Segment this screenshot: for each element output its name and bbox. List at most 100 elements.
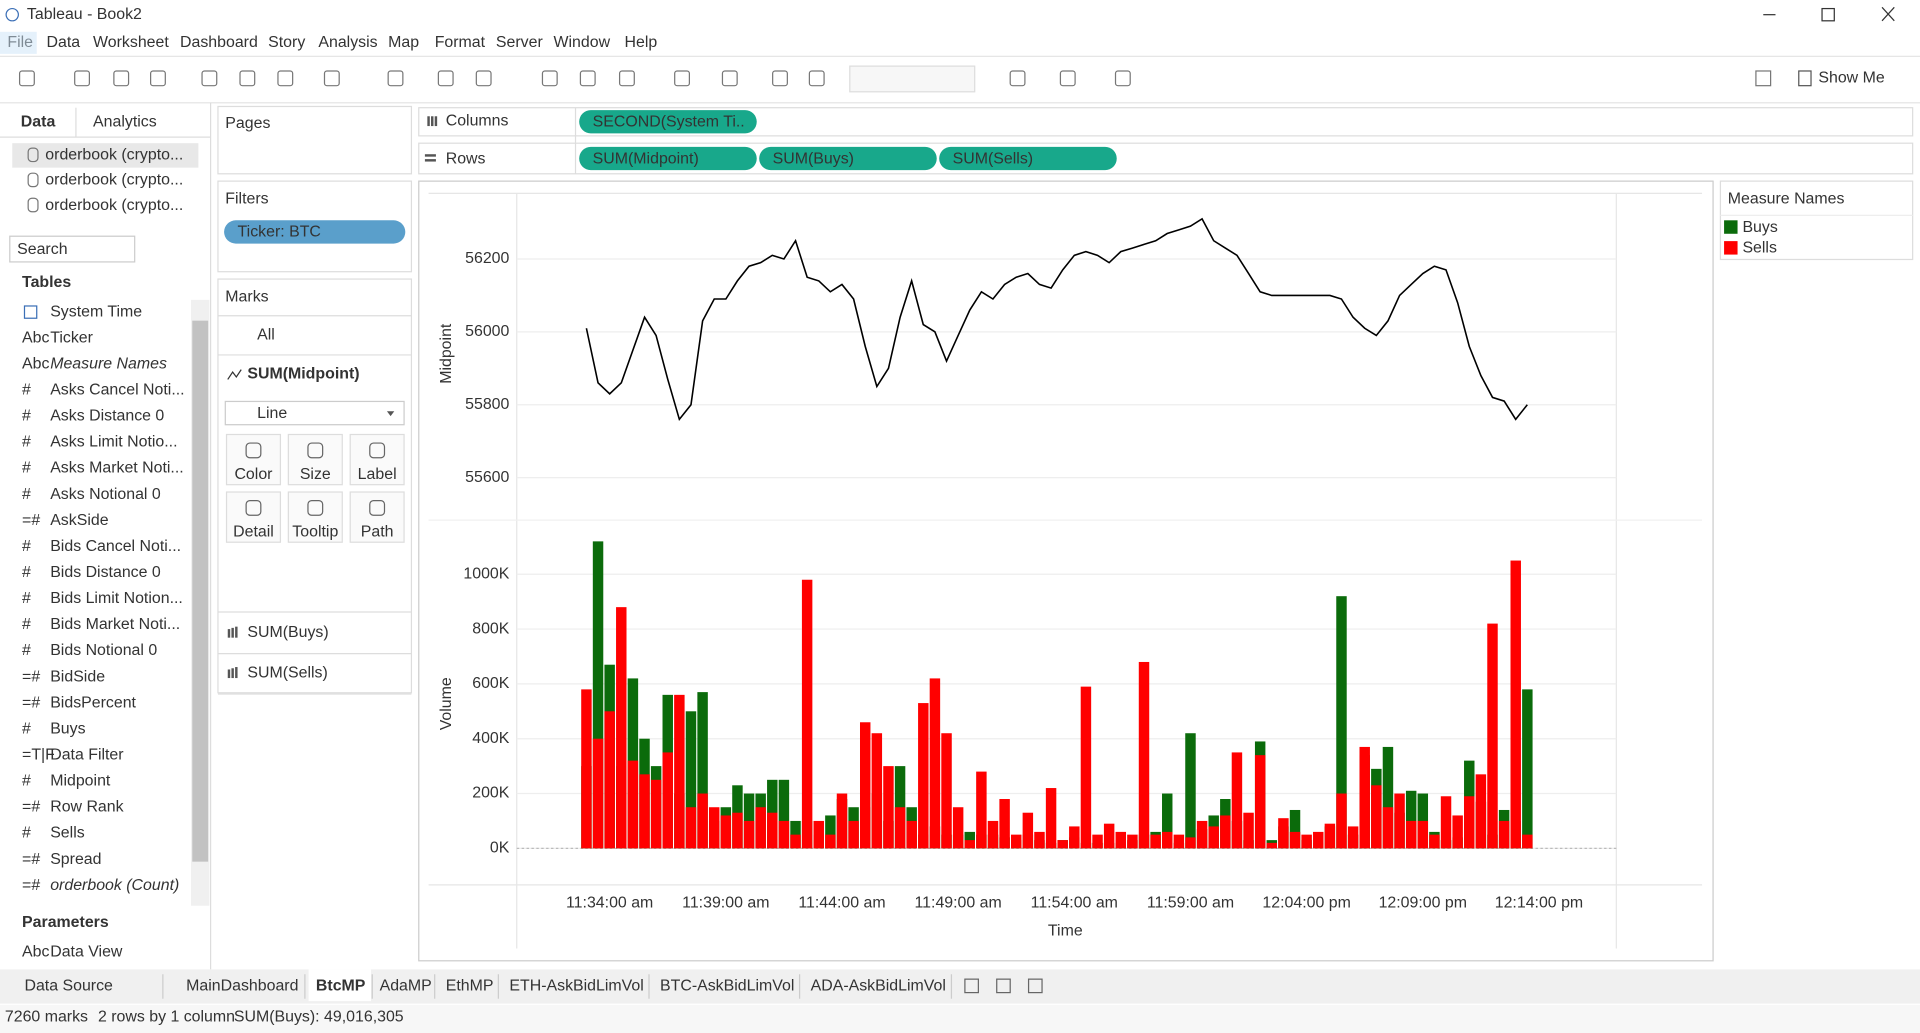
- bar: [1208, 826, 1219, 849]
- x-tick-label: 12:14:00 pm: [1495, 894, 1583, 911]
- bar: [685, 711, 697, 849]
- marks-button-label[interactable]: Detail: [233, 524, 274, 541]
- menu-item[interactable]: Map: [388, 34, 419, 51]
- bar: [1522, 689, 1533, 849]
- field-icon: =#: [22, 799, 40, 816]
- bar: [1336, 596, 1347, 849]
- filters-label: Filters: [225, 191, 268, 208]
- bar: [616, 607, 627, 849]
- x-tick-label: 12:04:00 pm: [1262, 894, 1350, 911]
- field[interactable]: Asks Cancel Noti...: [50, 382, 184, 399]
- field[interactable]: orderbook (Count): [50, 877, 179, 894]
- data-source[interactable]: orderbook (crypto...: [45, 197, 183, 214]
- bar: [1347, 826, 1359, 849]
- menu-item[interactable]: Window: [553, 34, 610, 51]
- shelf-pill-label[interactable]: SUM(Buys): [773, 150, 854, 167]
- field[interactable]: Bids Distance 0: [50, 564, 161, 581]
- field[interactable]: Asks Distance 0: [50, 408, 164, 425]
- marks-button-label[interactable]: Tooltip: [292, 524, 338, 541]
- data-source[interactable]: orderbook (crypto...: [45, 147, 183, 164]
- marks-button-label[interactable]: Label: [358, 466, 397, 483]
- field[interactable]: Data Filter: [50, 746, 124, 763]
- analytics-tab[interactable]: Analytics: [93, 114, 157, 131]
- field[interactable]: Bids Cancel Noti...: [50, 538, 181, 555]
- field[interactable]: Asks Market Noti...: [50, 460, 183, 477]
- bar: [1080, 686, 1092, 849]
- shelf-pill-label[interactable]: SUM(Sells): [953, 150, 1033, 167]
- filter-pill-label[interactable]: Ticker: BTC: [238, 224, 321, 241]
- bar-icon: [235, 626, 238, 638]
- sheet-tab[interactable]: ADA-AskBidLimVol: [811, 978, 946, 995]
- bar: [836, 793, 848, 849]
- field[interactable]: Sells: [50, 825, 85, 842]
- field[interactable]: Midpoint: [50, 773, 111, 790]
- sheet-tab[interactable]: BTC-AskBidLimVol: [660, 978, 794, 995]
- toolbar-button: [1755, 70, 1772, 87]
- status-text: 7260 marks: [5, 1008, 88, 1025]
- menu-highlight: [0, 31, 37, 54]
- field[interactable]: Row Rank: [50, 799, 123, 816]
- show-me-button[interactable]: Show Me: [1818, 70, 1884, 87]
- menu-item[interactable]: Server: [496, 34, 544, 51]
- sheet-tab[interactable]: AdaMP: [380, 978, 432, 995]
- field[interactable]: Asks Limit Notio...: [50, 434, 177, 451]
- data-source[interactable]: orderbook (crypto...: [45, 172, 183, 189]
- bar: [1057, 840, 1068, 849]
- marks-button-label[interactable]: Size: [300, 466, 331, 483]
- search-placeholder[interactable]: Search: [17, 241, 67, 258]
- field[interactable]: Bids Market Noti...: [50, 616, 180, 633]
- shelf-pill-label[interactable]: SUM(Midpoint): [593, 150, 699, 167]
- selected-source: [12, 143, 199, 168]
- menu-item[interactable]: Analysis: [318, 34, 377, 51]
- sheet-tab[interactable]: ETH-AskBidLimVol: [509, 978, 643, 995]
- toolbar-button: [618, 70, 635, 87]
- field-icon: #: [22, 825, 31, 842]
- bar: [929, 678, 941, 849]
- sheet-tab[interactable]: MainDashboard: [186, 978, 298, 995]
- parameter[interactable]: Data View: [50, 943, 123, 960]
- sheet-tab[interactable]: BtcMP: [316, 978, 366, 995]
- field[interactable]: BidsPercent: [50, 694, 136, 711]
- bar: [999, 799, 1010, 849]
- marks-button-icon: [307, 442, 324, 459]
- bar: [1220, 815, 1231, 849]
- menu-item[interactable]: Story: [268, 34, 305, 51]
- mark-type[interactable]: Line: [257, 405, 287, 422]
- bar: [976, 771, 987, 849]
- marks-all[interactable]: All: [257, 327, 275, 344]
- menu-item[interactable]: Format: [435, 34, 486, 51]
- field[interactable]: Bids Notional 0: [50, 642, 157, 659]
- source-icon: [27, 147, 39, 163]
- sheet-tab[interactable]: EthMP: [446, 978, 494, 995]
- field[interactable]: BidSide: [50, 668, 105, 685]
- legend-entry[interactable]: Buys: [1742, 219, 1777, 236]
- shelf-pill-label[interactable]: SECOND(System Ti..: [593, 114, 745, 131]
- marks-other[interactable]: SUM(Buys): [247, 624, 328, 641]
- data-tab[interactable]: Data: [21, 114, 56, 131]
- toolbar-button: [475, 70, 492, 87]
- marks-current[interactable]: SUM(Midpoint): [247, 366, 359, 383]
- field[interactable]: Bids Limit Notion...: [50, 590, 183, 607]
- field[interactable]: AskSide: [50, 512, 109, 529]
- field[interactable]: Buys: [50, 720, 85, 737]
- field[interactable]: System Time: [50, 303, 142, 320]
- menu-item[interactable]: Dashboard: [180, 34, 258, 51]
- field[interactable]: Measure Names: [50, 355, 167, 372]
- bar: [894, 807, 906, 849]
- bar: [1011, 834, 1022, 849]
- field[interactable]: Spread: [50, 851, 101, 868]
- marks-button-label[interactable]: Path: [361, 524, 394, 541]
- legend-entry[interactable]: Sells: [1742, 240, 1777, 257]
- menu-item[interactable]: Data: [47, 34, 81, 51]
- marks-button-label[interactable]: Color: [234, 466, 273, 483]
- field-icon: Abc: [22, 943, 49, 960]
- menu-item[interactable]: Help: [624, 34, 657, 51]
- menu-item[interactable]: Worksheet: [93, 34, 169, 51]
- bar: [581, 689, 592, 849]
- field[interactable]: Asks Notional 0: [50, 486, 161, 503]
- sheet-tab[interactable]: Data Source: [24, 978, 113, 995]
- field[interactable]: Ticker: [50, 329, 93, 346]
- marks-other[interactable]: SUM(Sells): [247, 664, 327, 681]
- field-icon: #: [22, 773, 31, 790]
- bar: [1289, 831, 1301, 849]
